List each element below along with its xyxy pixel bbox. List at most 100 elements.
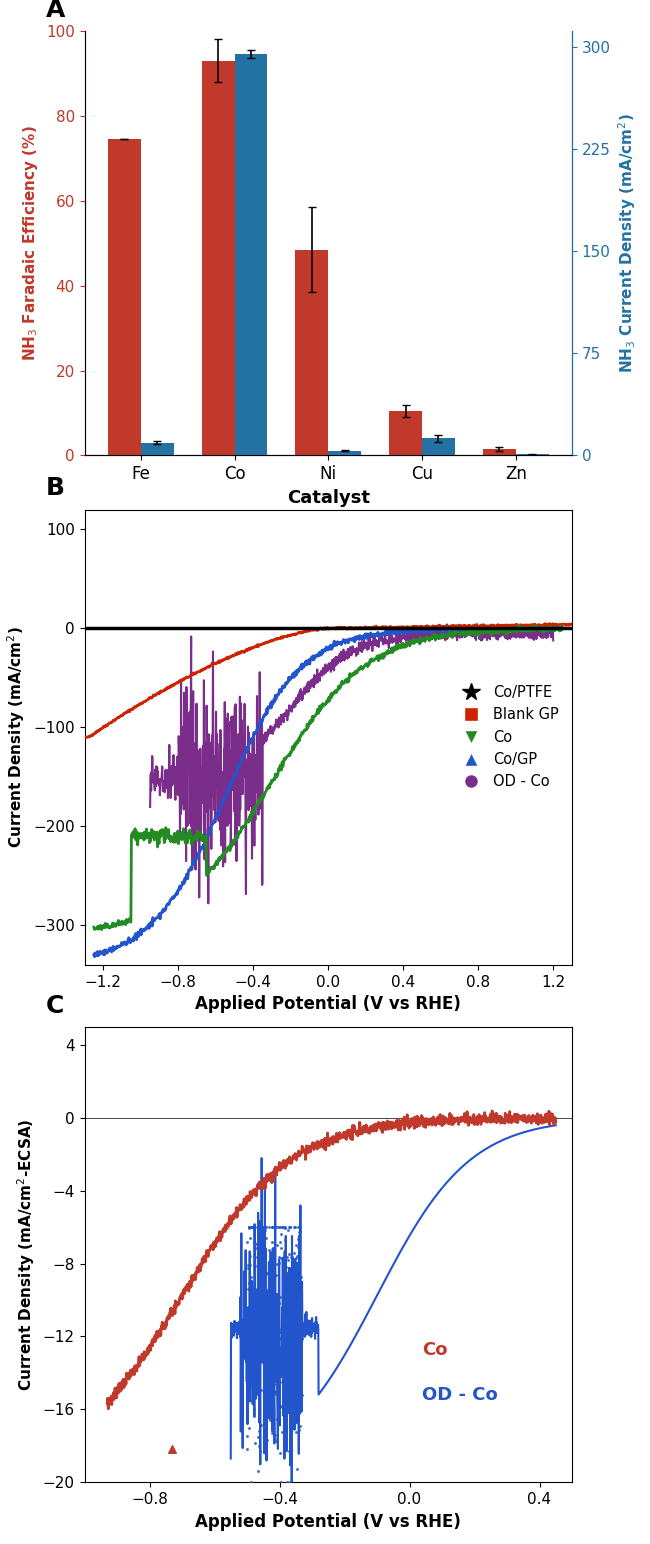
- Point: [259, 1235, 269, 1260]
- Y-axis label: Current Density (mA/cm$^2$-ECSA): Current Density (mA/cm$^2$-ECSA): [16, 1118, 37, 1391]
- Point: [287, 1345, 298, 1370]
- Point: [268, 1351, 279, 1376]
- Point: [270, 1215, 280, 1240]
- Point: [273, 1411, 283, 1436]
- Point: [266, 1371, 277, 1396]
- Point: [284, 1215, 294, 1240]
- Point: [244, 1312, 254, 1337]
- Point: [263, 1261, 273, 1286]
- Point: [267, 1420, 278, 1445]
- Point: [278, 1215, 288, 1240]
- Point: [244, 1348, 254, 1373]
- Point: [261, 1295, 272, 1320]
- Point: [250, 1331, 260, 1356]
- Point: [295, 1414, 306, 1439]
- Point: [250, 1339, 261, 1363]
- Point: [287, 1342, 297, 1366]
- Bar: [202, 60, 235, 455]
- Point: [265, 1255, 276, 1280]
- Point: [285, 1215, 296, 1240]
- Point: [244, 1215, 254, 1240]
- Point: [294, 1315, 304, 1340]
- Point: [281, 1294, 292, 1319]
- Point: [291, 1357, 301, 1382]
- Point: [266, 1340, 276, 1365]
- Point: [263, 1309, 273, 1334]
- Point: [289, 1215, 300, 1240]
- Point: [276, 1237, 286, 1261]
- Point: [279, 1380, 289, 1405]
- Point: [264, 1215, 274, 1240]
- Point: [252, 1377, 262, 1402]
- Point: [289, 1339, 300, 1363]
- Point: [291, 1420, 302, 1445]
- Point: [259, 1302, 270, 1326]
- X-axis label: Catalyst: Catalyst: [287, 489, 370, 506]
- Point: [291, 1397, 301, 1422]
- Point: [248, 1388, 259, 1413]
- Point: [287, 1249, 298, 1274]
- Point: [264, 1238, 274, 1263]
- Point: [260, 1408, 270, 1433]
- Point: [265, 1390, 276, 1414]
- Bar: [235, 54, 267, 455]
- Point: [278, 1345, 288, 1370]
- Point: [249, 1231, 259, 1255]
- Point: [274, 1441, 285, 1465]
- Point: [253, 1425, 263, 1450]
- Point: [288, 1302, 298, 1326]
- Point: [288, 1306, 298, 1331]
- Point: [281, 1331, 292, 1356]
- Point: [290, 1402, 300, 1427]
- Point: [263, 1397, 274, 1422]
- Point: [269, 1272, 280, 1297]
- Point: [280, 1322, 291, 1346]
- Point: [263, 1309, 273, 1334]
- Point: [258, 1302, 268, 1326]
- Point: [251, 1319, 261, 1343]
- Point: [277, 1356, 287, 1380]
- Point: [255, 1342, 266, 1366]
- Point: [281, 1470, 292, 1495]
- Point: [278, 1243, 289, 1268]
- Point: [268, 1374, 278, 1399]
- Point: [276, 1317, 286, 1342]
- Point: [261, 1337, 272, 1362]
- Point: [276, 1349, 287, 1374]
- Point: [257, 1271, 268, 1295]
- Point: [282, 1311, 293, 1336]
- Point: [258, 1342, 268, 1366]
- Point: [283, 1331, 293, 1356]
- Y-axis label: NH$_3$ Current Density (mA/cm$^2$): NH$_3$ Current Density (mA/cm$^2$): [616, 113, 638, 374]
- Point: [271, 1308, 281, 1332]
- Point: [289, 1359, 299, 1383]
- Point: [285, 1258, 296, 1283]
- Point: [270, 1379, 281, 1403]
- Point: [294, 1269, 305, 1294]
- Point: [285, 1339, 296, 1363]
- Point: [278, 1400, 288, 1425]
- Point: [252, 1215, 263, 1240]
- Point: [253, 1306, 263, 1331]
- Point: [264, 1380, 274, 1405]
- Point: [249, 1400, 259, 1425]
- Point: [268, 1399, 278, 1424]
- Point: [272, 1305, 282, 1329]
- Point: [266, 1371, 276, 1396]
- Point: [269, 1331, 280, 1356]
- Point: [280, 1277, 291, 1302]
- Point: [272, 1427, 282, 1451]
- Point: [297, 1326, 307, 1351]
- Point: [292, 1328, 303, 1353]
- Point: [266, 1305, 276, 1329]
- Point: [286, 1244, 296, 1269]
- Point: [267, 1215, 278, 1240]
- Point: [252, 1244, 263, 1269]
- Point: [272, 1232, 283, 1257]
- Point: [277, 1342, 287, 1366]
- Point: [280, 1334, 290, 1359]
- Point: [247, 1215, 257, 1240]
- Point: [294, 1215, 305, 1240]
- Point: [250, 1356, 260, 1380]
- Point: [245, 1315, 255, 1340]
